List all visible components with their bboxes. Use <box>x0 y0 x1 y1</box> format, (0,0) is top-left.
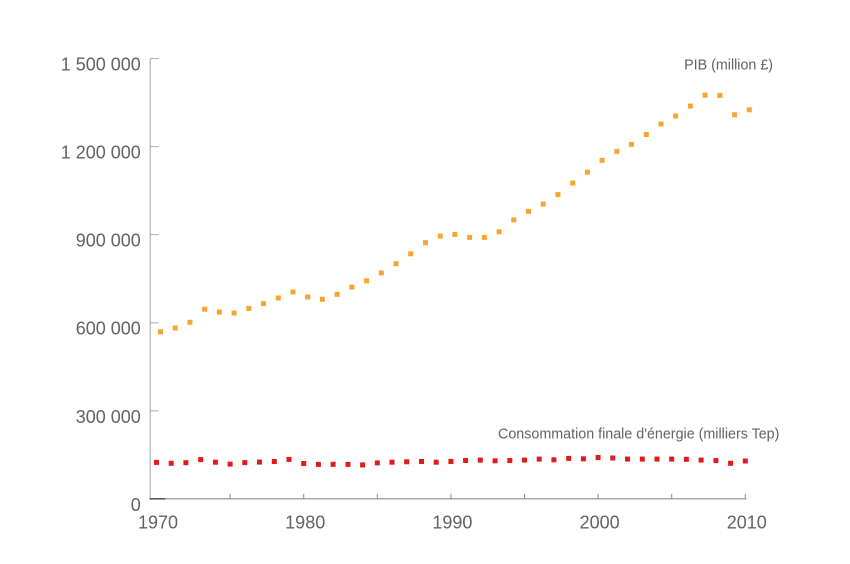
svg-text:1 500 000: 1 500 000 <box>61 55 141 75</box>
svg-text:300 000: 300 000 <box>76 407 141 427</box>
svg-text:0: 0 <box>131 495 141 515</box>
svg-text:Consommation finale d'énergie: Consommation finale d'énergie (milliers … <box>498 427 779 443</box>
svg-text:2000: 2000 <box>580 512 620 532</box>
svg-text:600 000: 600 000 <box>76 319 141 339</box>
svg-text:900 000: 900 000 <box>76 231 141 251</box>
svg-text:1990: 1990 <box>432 512 472 532</box>
svg-text:1980: 1980 <box>285 512 325 532</box>
svg-text:1970: 1970 <box>138 512 178 532</box>
svg-text:2010: 2010 <box>727 512 767 532</box>
svg-text:PIB (million £): PIB (million £) <box>684 58 773 74</box>
svg-text:1 200 000: 1 200 000 <box>61 143 141 163</box>
